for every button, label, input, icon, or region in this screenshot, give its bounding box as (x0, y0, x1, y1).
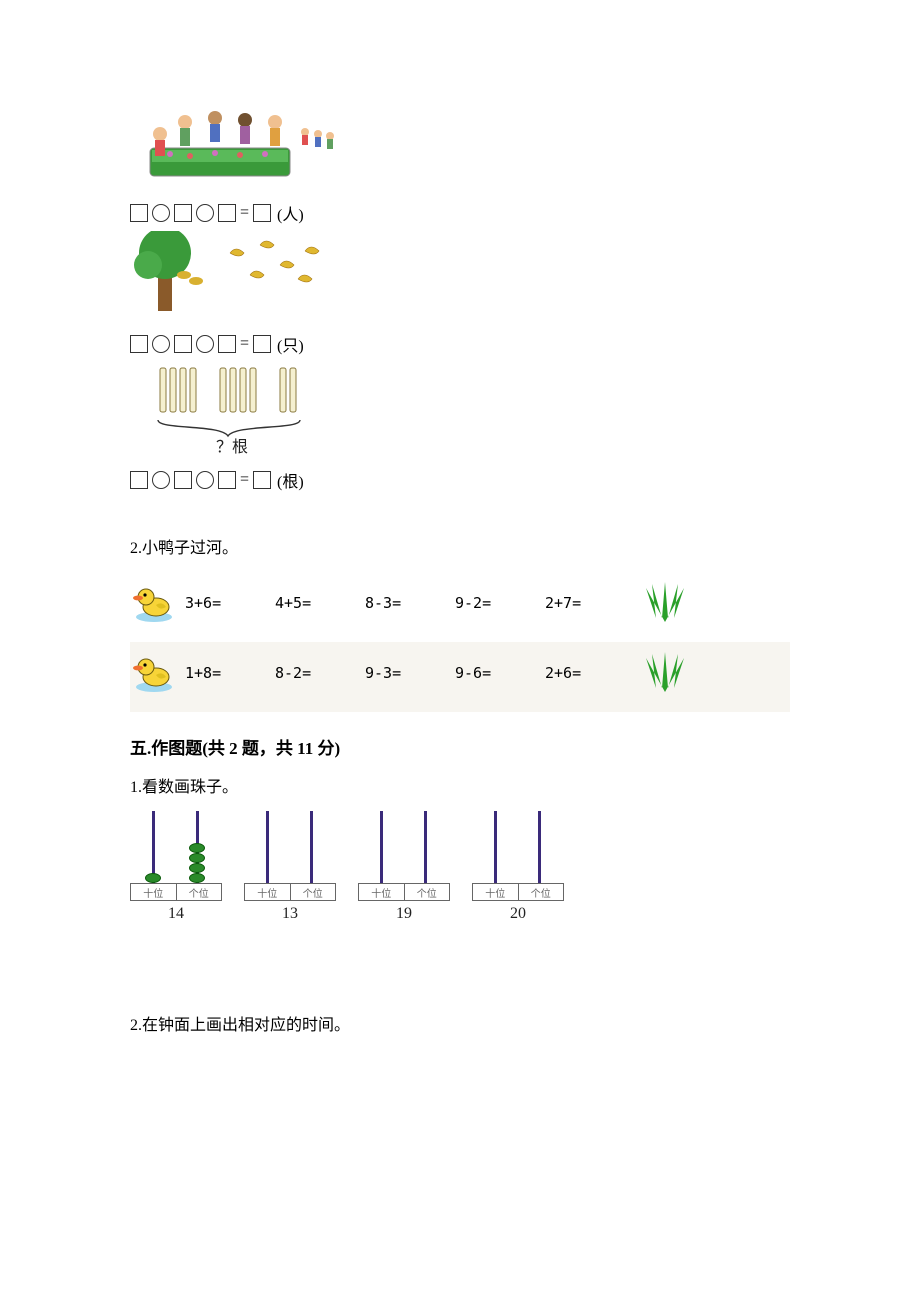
abacus-ones-label: 个位 (177, 884, 222, 900)
abacus-rod-ones (310, 811, 313, 883)
abacus-rod-tens (380, 811, 383, 883)
blank-box[interactable] (218, 335, 236, 353)
blank-box[interactable] (130, 335, 148, 353)
q2-title: 2.小鸭子过河。 (130, 534, 790, 558)
sticks-question-text: ？根 (216, 438, 248, 456)
equals-sign: = (240, 204, 249, 222)
equation-children: = (人) (130, 201, 790, 225)
blank-box[interactable] (218, 204, 236, 222)
abacus-ones-label: 个位 (519, 884, 564, 900)
grass-icon (635, 582, 695, 624)
abacus-rod-tens (494, 811, 497, 883)
expression[interactable]: 9-2= (455, 594, 545, 612)
abacus-bead (189, 863, 205, 873)
blank-operator[interactable] (196, 335, 214, 353)
page: = (人) = (0, 0, 920, 1109)
equals-sign: = (240, 471, 249, 489)
abacus-tens-label: 十位 (131, 884, 177, 900)
figure-children (130, 100, 790, 195)
blank-box[interactable] (253, 471, 271, 489)
abacus-base: 十位个位 (244, 883, 336, 901)
blank-operator[interactable] (152, 204, 170, 222)
blank-operator[interactable] (152, 471, 170, 489)
expression[interactable]: 2+7= (545, 594, 635, 612)
grass-icon (635, 652, 695, 694)
unit-zhi: (只) (277, 332, 304, 356)
blank-operator[interactable] (196, 471, 214, 489)
expression[interactable]: 9-3= (365, 664, 455, 682)
expression[interactable]: 8-3= (365, 594, 455, 612)
blank-box[interactable] (174, 335, 192, 353)
abacus-bead (189, 843, 205, 853)
abacus-bead (145, 873, 161, 883)
abacus-number: 13 (282, 905, 298, 923)
blank-box[interactable] (218, 471, 236, 489)
abacus-rod-tens (266, 811, 269, 883)
unit-people: (人) (277, 201, 304, 225)
abacus-rod-tens (152, 811, 155, 883)
abacus-item[interactable]: 十位个位 13 (244, 811, 336, 923)
equals-sign: = (240, 335, 249, 353)
abacus-rod-ones (196, 811, 199, 883)
equation-sticks: = (根) (130, 468, 790, 492)
expression[interactable]: 3+6= (185, 594, 275, 612)
abacus-number: 19 (396, 905, 412, 923)
abacus-ones-label: 个位 (291, 884, 336, 900)
abacus-frame: 十位个位 (130, 811, 222, 901)
abacus-item[interactable]: 十位个位 20 (472, 811, 564, 923)
abacus-tens-label: 十位 (359, 884, 405, 900)
abacus-rod-ones (538, 811, 541, 883)
blank-operator[interactable] (152, 335, 170, 353)
abacus-frame: 十位个位 (244, 811, 336, 901)
blank-box[interactable] (253, 204, 271, 222)
blank-operator[interactable] (196, 204, 214, 222)
expression[interactable]: 2+6= (545, 664, 635, 682)
blank-box[interactable] (130, 471, 148, 489)
expression[interactable]: 8-2= (275, 664, 365, 682)
abacus-tens-label: 十位 (245, 884, 291, 900)
abacus-bead (189, 873, 205, 883)
duck-rows: 3+6= 4+5= 8-3= 9-2= 2+7= (130, 572, 790, 712)
blank-box[interactable] (130, 204, 148, 222)
duck-row: 1+8= 8-2= 9-3= 9-6= 2+6= (130, 642, 790, 712)
abacus-item[interactable]: 十位个位 14 (130, 811, 222, 923)
equation-birds: = (只) (130, 332, 790, 356)
abacus-ones-label: 个位 (405, 884, 450, 900)
abacus-base: 十位个位 (130, 883, 222, 901)
abacus-base: 十位个位 (358, 883, 450, 901)
abacus-frame: 十位个位 (472, 811, 564, 901)
abacus-tens-label: 十位 (473, 884, 519, 900)
abacus-number: 20 (510, 905, 526, 923)
q5-1-title: 1.看数画珠子。 (130, 773, 790, 797)
abacus-base: 十位个位 (472, 883, 564, 901)
blank-box[interactable] (174, 204, 192, 222)
unit-gen: (根) (277, 468, 304, 492)
abacus-rod-ones (424, 811, 427, 883)
blank-box[interactable] (253, 335, 271, 353)
figure-sticks: ？根 (130, 362, 790, 462)
abacus-frame: 十位个位 (358, 811, 450, 901)
duck-icon (130, 583, 185, 623)
figure-birds (130, 231, 790, 326)
section-5-title: 五.作图题(共 2 题，共 11 分) (130, 734, 790, 759)
expression[interactable]: 9-6= (455, 664, 545, 682)
duck-row: 3+6= 4+5= 8-3= 9-2= 2+7= (130, 572, 790, 642)
abacus-number: 14 (168, 905, 184, 923)
abacus-row: 十位个位14十位个位13十位个位19十位个位20 (130, 811, 790, 923)
q5-2-title: 2.在钟面上画出相对应的时间。 (130, 1011, 790, 1035)
abacus-bead (189, 853, 205, 863)
duck-icon (130, 653, 185, 693)
expression[interactable]: 1+8= (185, 664, 275, 682)
expression[interactable]: 4+5= (275, 594, 365, 612)
abacus-item[interactable]: 十位个位 19 (358, 811, 450, 923)
blank-box[interactable] (174, 471, 192, 489)
